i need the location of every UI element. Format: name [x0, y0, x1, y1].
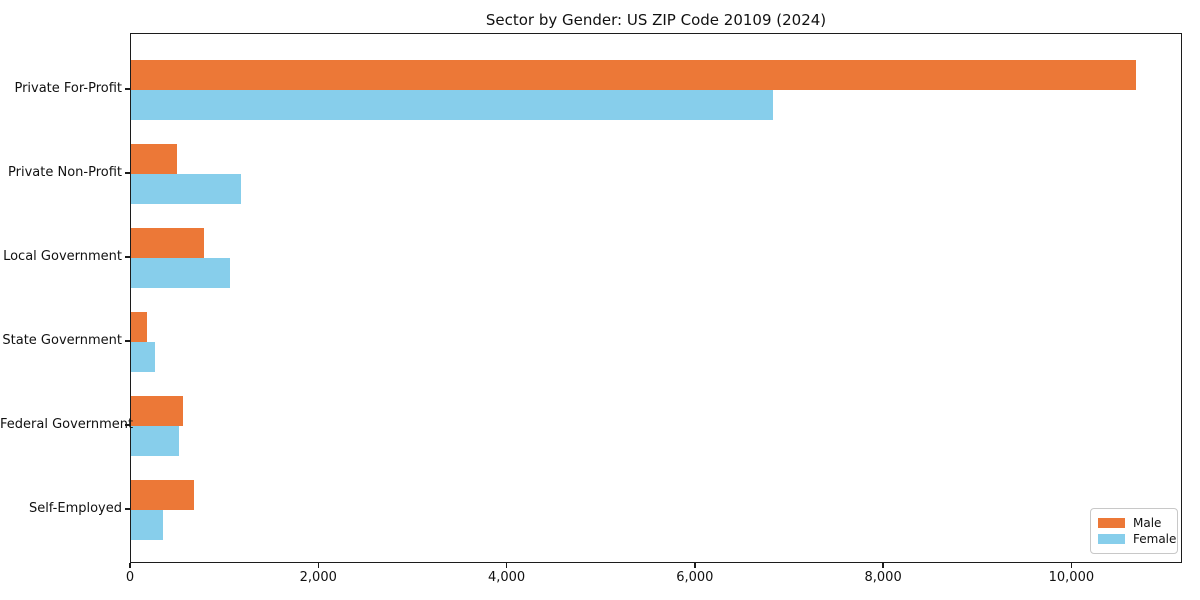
bar-male-0 — [131, 60, 1136, 90]
legend-item-male: Male — [1098, 515, 1169, 531]
y-tick-label: State Government — [2, 333, 122, 348]
y-tick-label: Federal Government — [0, 417, 134, 432]
y-tick-mark — [125, 172, 130, 174]
x-tick-mark — [694, 563, 696, 568]
y-tick-mark — [125, 424, 130, 426]
bar-male-2 — [131, 228, 204, 258]
y-tick-label: Local Government — [3, 249, 122, 264]
bar-male-5 — [131, 480, 194, 510]
bar-male-3 — [131, 312, 147, 342]
y-tick-label: Self-Employed — [28, 501, 122, 516]
legend-swatch-male — [1098, 518, 1125, 528]
legend-item-female: Female — [1098, 531, 1176, 547]
legend-swatch-female — [1098, 534, 1125, 544]
y-tick-label: Private Non-Profit — [8, 165, 122, 180]
x-tick-label: 4,000 — [487, 570, 526, 585]
x-tick-label: 8,000 — [864, 570, 902, 585]
x-tick-label: 6,000 — [676, 570, 714, 585]
x-tick-mark — [505, 563, 508, 568]
chart-title: Sector by Gender: US ZIP Code 20109 (202… — [485, 11, 827, 29]
y-tick-mark — [125, 508, 130, 510]
bar-female-2 — [131, 258, 230, 288]
plot-area — [130, 33, 1182, 563]
x-tick-mark — [1070, 563, 1073, 568]
y-tick-mark — [125, 256, 130, 258]
x-tick-label: 2,000 — [299, 570, 337, 585]
x-tick-mark — [317, 563, 320, 568]
x-tick-label: 0 — [125, 570, 135, 585]
y-tick-mark — [125, 340, 130, 342]
bar-male-4 — [131, 396, 183, 426]
bar-female-5 — [131, 510, 163, 540]
y-tick-label: Private For-Profit — [14, 81, 122, 96]
bar-female-0 — [131, 90, 773, 120]
bar-male-1 — [131, 144, 177, 174]
bar-female-3 — [131, 342, 155, 372]
bar-female-4 — [131, 426, 179, 456]
x-tick-mark — [882, 563, 884, 568]
legend-label: Male — [1133, 516, 1162, 530]
x-tick-label: 10,000 — [1048, 570, 1095, 585]
legend: Male Female — [1090, 508, 1178, 554]
legend-label: Female — [1133, 532, 1177, 546]
x-tick-mark — [129, 563, 131, 568]
bar-female-1 — [131, 174, 241, 204]
y-tick-mark — [125, 88, 130, 90]
